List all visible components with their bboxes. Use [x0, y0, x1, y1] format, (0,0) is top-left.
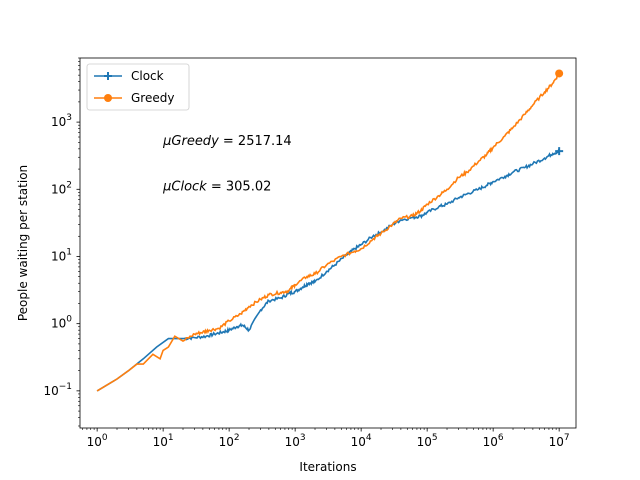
x-axis-label: Iterations — [299, 460, 356, 474]
legend-marker-circle — [104, 94, 112, 102]
plot-area — [80, 58, 576, 428]
marker-clock — [555, 147, 564, 156]
x-tick-label: 105 — [417, 433, 438, 449]
x-tick-label: 107 — [549, 433, 570, 449]
x-tick-label: 106 — [483, 433, 504, 449]
x-tick-label: 102 — [219, 433, 240, 449]
legend-item-clock: Clock — [94, 69, 164, 83]
series-line-clock — [96, 148, 560, 392]
x-axis-ticks: 100 101 102 103 104 105 106 107 — [82, 428, 570, 449]
annotation-mean-greedy: μGreedy = 2517.14 — [162, 134, 292, 149]
annotation-mean-clock: μClock = 305.02 — [162, 180, 271, 195]
y-tick-label: 103 — [51, 113, 72, 129]
marker-greedy — [555, 69, 564, 78]
y-tick-label: 102 — [51, 180, 72, 196]
y-tick-label: 101 — [51, 247, 72, 263]
plot-frame — [79, 57, 577, 429]
legend: Clock Greedy — [86, 63, 190, 111]
series-line-greedy — [96, 73, 560, 392]
annotations: μGreedy = 2517.14 μClock = 305.02 — [162, 134, 292, 194]
series-end-markers — [555, 69, 564, 156]
legend-item-greedy: Greedy — [94, 91, 174, 105]
y-axis-label: People waiting per station — [16, 165, 30, 321]
series-lines — [96, 73, 560, 392]
x-tick-label: 103 — [285, 433, 306, 449]
legend-label: Greedy — [131, 91, 174, 105]
x-tick-label: 104 — [351, 433, 372, 449]
legend-marker-plus — [104, 72, 112, 80]
legend-label: Clock — [131, 69, 164, 83]
y-axis-ticks: 10−1 100 101 102 103 — [43, 57, 80, 427]
x-tick-label: 100 — [87, 433, 108, 449]
y-tick-label: 10−1 — [43, 382, 72, 398]
x-tick-label: 101 — [153, 433, 174, 449]
y-tick-label: 100 — [51, 315, 72, 331]
